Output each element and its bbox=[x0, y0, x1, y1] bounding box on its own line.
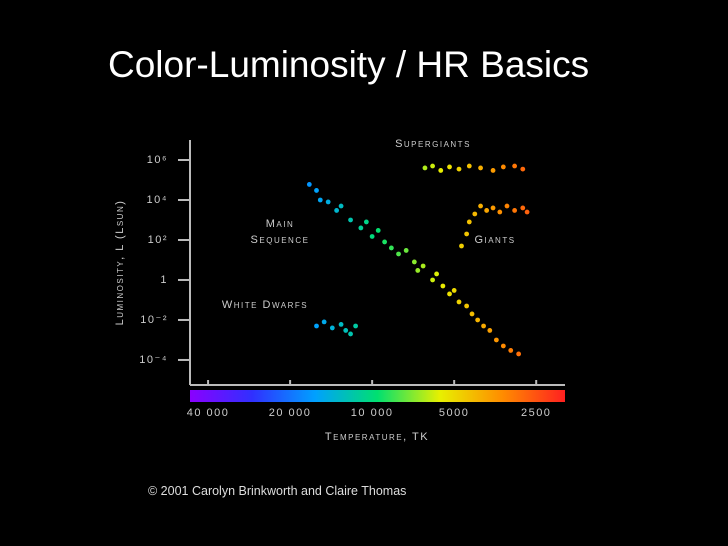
x-tick-label: 20 000 bbox=[269, 407, 312, 419]
y-tick-label: 10² bbox=[148, 234, 168, 246]
slide-title: Color-Luminosity / HR Basics bbox=[108, 44, 590, 85]
x-tick-label: 10 000 bbox=[351, 407, 394, 419]
star bbox=[438, 168, 444, 173]
star bbox=[464, 303, 470, 309]
star bbox=[382, 239, 388, 245]
star bbox=[430, 277, 435, 283]
star bbox=[329, 325, 335, 331]
y-tick-label: 10⁶ bbox=[147, 154, 168, 166]
star bbox=[363, 219, 369, 225]
star bbox=[440, 283, 446, 289]
annotation: Supergiants bbox=[395, 138, 471, 150]
star bbox=[475, 317, 481, 323]
star bbox=[512, 208, 518, 213]
star bbox=[497, 209, 503, 215]
star bbox=[317, 197, 323, 203]
y-tick-label: 1 bbox=[160, 274, 168, 286]
star bbox=[451, 288, 457, 293]
star bbox=[388, 245, 394, 251]
star bbox=[466, 163, 472, 169]
y-axis-label: Luminosity, L (Lsun) bbox=[114, 200, 126, 326]
y-tick-label: 10⁻² bbox=[140, 314, 168, 326]
star bbox=[524, 209, 530, 215]
star bbox=[472, 211, 478, 217]
y-tick-label: 10⁴ bbox=[147, 194, 168, 206]
star bbox=[415, 268, 421, 273]
star bbox=[348, 217, 353, 223]
annotation: Giants bbox=[474, 234, 516, 246]
star bbox=[334, 208, 340, 213]
star bbox=[314, 188, 319, 193]
star bbox=[343, 328, 349, 333]
star bbox=[504, 203, 510, 209]
star bbox=[484, 208, 490, 213]
star bbox=[306, 182, 312, 187]
star bbox=[456, 299, 462, 305]
x-tick-label: 5000 bbox=[439, 407, 469, 419]
y-tick-label: 10⁻⁴ bbox=[139, 354, 168, 366]
star bbox=[447, 291, 452, 297]
caption: © 2001 Carolyn Brinkworth and Claire Tho… bbox=[148, 484, 407, 498]
star bbox=[516, 351, 522, 357]
star bbox=[411, 259, 417, 265]
star bbox=[512, 163, 518, 169]
star bbox=[447, 164, 452, 170]
star bbox=[325, 199, 331, 205]
star bbox=[481, 323, 486, 329]
star bbox=[358, 225, 364, 231]
star bbox=[434, 271, 440, 277]
star bbox=[456, 166, 462, 172]
star bbox=[478, 165, 483, 171]
star bbox=[375, 228, 381, 233]
star bbox=[403, 248, 409, 253]
star bbox=[520, 205, 526, 211]
star bbox=[520, 166, 526, 172]
star bbox=[469, 311, 475, 317]
star bbox=[396, 251, 401, 257]
star bbox=[369, 234, 375, 239]
star bbox=[321, 319, 327, 325]
x-axis-label: Temperature, TK bbox=[325, 431, 429, 443]
star bbox=[464, 231, 470, 237]
star bbox=[508, 348, 514, 353]
star bbox=[487, 328, 493, 333]
x-tick-label: 2500 bbox=[521, 407, 551, 419]
annotation: White Dwarfs bbox=[221, 299, 309, 311]
star bbox=[500, 164, 506, 170]
star bbox=[430, 163, 435, 169]
star bbox=[466, 219, 472, 225]
star bbox=[314, 323, 319, 329]
star bbox=[420, 263, 426, 269]
star bbox=[478, 203, 483, 209]
star bbox=[422, 165, 428, 171]
star bbox=[500, 343, 506, 349]
color-bar bbox=[190, 390, 565, 402]
annotation: Main Sequence bbox=[250, 218, 310, 246]
star bbox=[353, 323, 358, 329]
star bbox=[490, 168, 496, 173]
star bbox=[338, 322, 344, 327]
x-tick-label: 40 000 bbox=[187, 407, 230, 419]
star bbox=[348, 331, 353, 337]
star bbox=[338, 203, 344, 209]
star bbox=[493, 337, 499, 343]
star bbox=[490, 205, 496, 211]
star bbox=[459, 243, 464, 249]
